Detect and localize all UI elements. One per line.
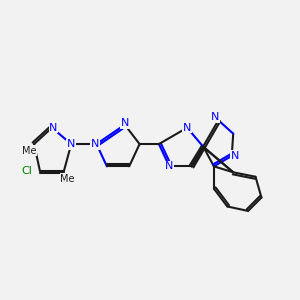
Text: N: N bbox=[121, 118, 129, 128]
Text: N: N bbox=[183, 123, 191, 133]
Text: N: N bbox=[91, 139, 99, 149]
Text: Me: Me bbox=[60, 174, 75, 184]
Text: N: N bbox=[230, 151, 239, 161]
Text: Me: Me bbox=[22, 146, 37, 156]
Text: N: N bbox=[49, 123, 58, 133]
Text: N: N bbox=[211, 112, 220, 122]
Text: N: N bbox=[67, 139, 75, 149]
Text: Cl: Cl bbox=[22, 167, 33, 176]
Text: N: N bbox=[165, 161, 173, 171]
